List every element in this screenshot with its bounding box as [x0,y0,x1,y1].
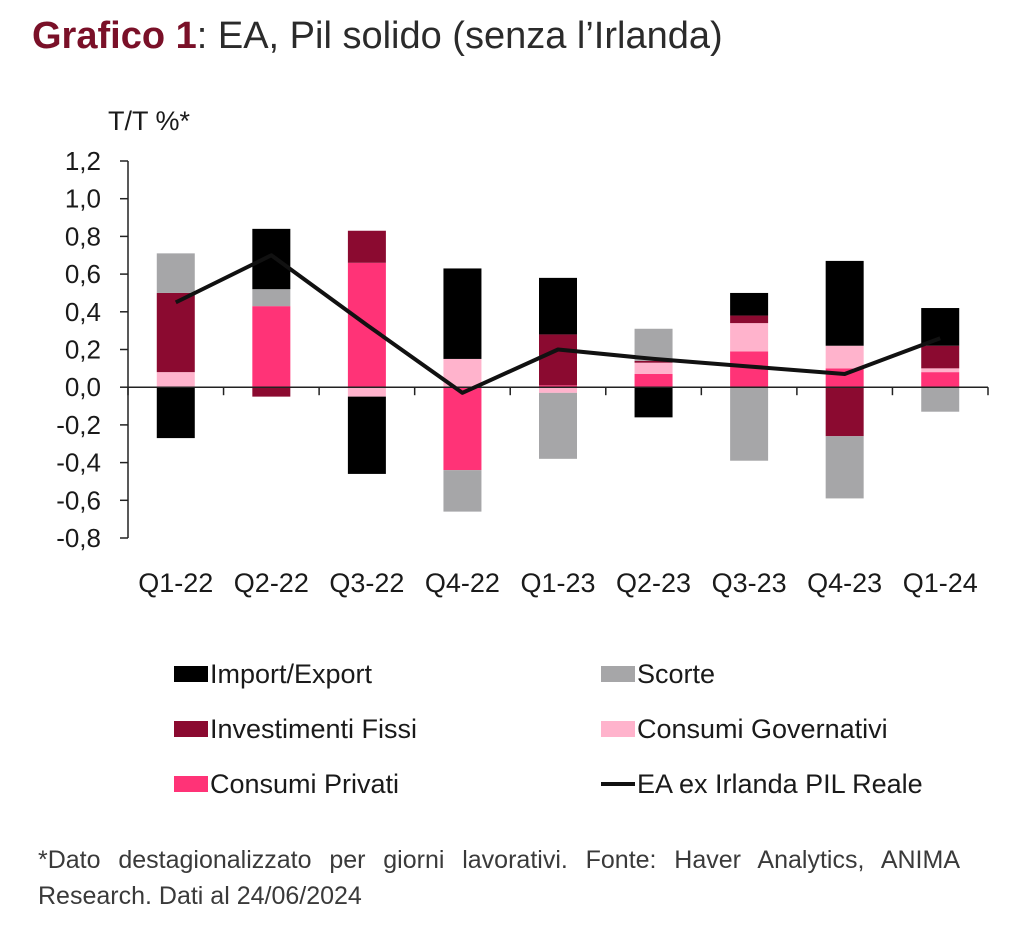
bar-investimenti-fissi-q1-23 [539,334,577,386]
x-tick-label-q1-22: Q1-22 [138,568,213,598]
bar-consumi-privati-q4-22 [443,387,482,471]
legend-label-consumi-governativi: Consumi Governativi [637,714,888,744]
bar-consumi-privati-q2-23 [634,374,673,388]
bar-scorte-q1-24 [921,387,960,412]
bar-consumi-privati-q1-24 [921,372,960,388]
y-tick-label: 0,8 [65,221,101,251]
x-tick-label-q1-24: Q1-24 [903,568,978,598]
bar-import-export-q2-23 [634,387,673,418]
bar-consumi-governativi-q1-24 [921,368,960,373]
bar-consumi-privati-q2-22 [252,306,291,388]
legend-item-consumi-governativi: Consumi Governativi [601,714,888,744]
bar-investimenti-fissi-q1-22 [156,292,195,373]
bar-consumi-governativi-q3-23 [730,323,769,352]
y-tick-label: 0,0 [65,372,101,402]
x-tick-label-q1-23: Q1-23 [520,568,595,598]
bar-consumi-governativi-q3-22 [347,387,386,397]
y-tick-label: 0,4 [65,297,101,327]
y-tick-label: 0,6 [65,259,101,289]
bar-import-export-q2-22 [252,228,291,290]
legend-item-import-export: Import/Export [174,659,372,689]
bar-investimenti-fissi-q4-23 [825,387,864,437]
x-tick-label-q4-22: Q4-22 [425,568,500,598]
legend-swatch-consumi-governativi [601,721,635,737]
legend-swatch-consumi-privati [174,776,208,792]
bar-scorte-q4-22 [443,470,482,512]
legend-item-consumi-privati: Consumi Privati [174,769,399,799]
bar-investimenti-fissi-q2-22 [252,387,291,397]
legend-item-pil-reale: EA ex Irlanda PIL Reale [601,769,923,799]
legend-label-scorte: Scorte [637,659,716,689]
bar-import-export-q3-23 [730,292,769,316]
chart-title-bold: Grafico 1 [32,15,197,57]
bar-investimenti-fissi-q2-23 [634,360,673,363]
bar-import-export-q4-23 [825,260,864,346]
bar-import-export-q1-23 [539,277,577,335]
bar-scorte-q1-22 [156,253,195,293]
bar-consumi-governativi-q2-23 [634,362,673,375]
bar-consumi-governativi-q4-23 [825,345,864,369]
legend-label-investimenti-fissi: Investimenti Fissi [210,714,418,744]
bar-scorte-q2-22 [252,289,291,307]
bar-investimenti-fissi-q3-22 [347,230,386,263]
y-axis-label: T/T %* [108,106,191,136]
legend-item-investimenti-fissi: Investimenti Fissi [174,714,417,744]
chart-title: Grafico 1: EA, Pil solido (senza l’Irlan… [32,10,723,62]
x-tick-label-q2-22: Q2-22 [234,568,309,598]
y-tick-label: 0,2 [65,335,101,365]
legend-swatch-investimenti-fissi [174,721,208,737]
x-tick-label-q3-23: Q3-23 [712,568,787,598]
bar-scorte-q1-23 [539,392,577,459]
y-tick-label: 1,0 [65,184,101,214]
legend-label-import-export: Import/Export [210,659,373,689]
bar-consumi-governativi-q1-22 [156,372,195,388]
bar-import-export-q4-22 [443,268,482,359]
y-tick-label: -0,6 [56,485,101,515]
chart-plot: T/T %* 1,2 1,0 0,8 0,6 0,4 0,2 0,0 -0,2 -0,4 -0,6… [56,106,989,598]
bar-scorte-q2-23 [634,328,673,361]
bar-consumi-privati-q1-23 [539,385,577,388]
y-tick-label: -0,2 [56,410,101,440]
legend-label-pil-reale: EA ex Irlanda PIL Reale [637,769,923,799]
y-tick-label: -0,8 [56,523,101,553]
bar-scorte-q3-23 [730,387,769,461]
gdp-line [174,253,941,395]
bar-import-export-q1-22 [156,387,195,439]
x-tick-label-q3-22: Q3-22 [329,568,404,598]
chart-title-rest: : EA, Pil solido (senza l’Irlanda) [196,15,723,57]
bar-scorte-q4-23 [825,436,864,499]
bar-investimenti-fissi-q1-24 [921,345,960,369]
x-tick-label-q4-23: Q4-23 [807,568,882,598]
y-tick-label: 1,2 [65,146,101,176]
legend-swatch-pil-reale [601,782,635,786]
bar-import-export-q3-22 [347,396,386,474]
bar-consumi-governativi-q1-23 [539,387,577,393]
legend-item-scorte: Scorte [601,659,715,689]
x-tick-label-q2-23: Q2-23 [616,568,691,598]
footnote: *Dato destagionalizzato per giorni lavor… [38,846,960,910]
legend-swatch-scorte [601,666,635,682]
legend-label-consumi-privati: Consumi Privati [210,769,400,799]
y-tick-label: -0,4 [56,448,101,478]
legend-swatch-import-export [174,666,208,682]
bar-investimenti-fissi-q3-23 [730,315,769,324]
